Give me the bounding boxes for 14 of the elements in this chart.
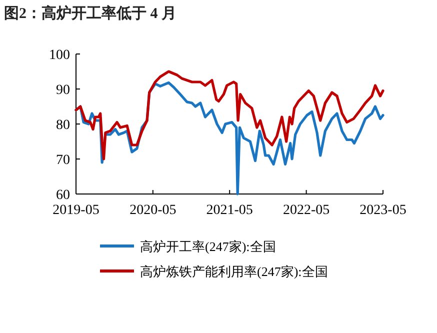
y-tick-label: 100: [49, 48, 70, 63]
x-tick-label: 2023-05: [360, 203, 406, 218]
line-series: [74, 70, 384, 160]
x-tick-label: 2022-05: [282, 203, 330, 218]
y-tick-label: 90: [56, 83, 70, 98]
y-tick-label: 70: [56, 153, 70, 168]
x-tick-label: 2019-05: [52, 203, 100, 218]
y-tick-label: 80: [56, 118, 70, 133]
legend-label: 高炉炼铁产能利用率(247家):全国: [140, 264, 328, 279]
y-tick-label: 60: [56, 188, 70, 203]
x-tick-label: 2021-05: [206, 203, 253, 218]
legend-label: 高炉开工率(247家):全国: [140, 239, 276, 254]
x-tick-label: 2020-05: [130, 203, 176, 218]
chart-title: 图2：高炉开工率低于 4 月: [4, 4, 176, 22]
